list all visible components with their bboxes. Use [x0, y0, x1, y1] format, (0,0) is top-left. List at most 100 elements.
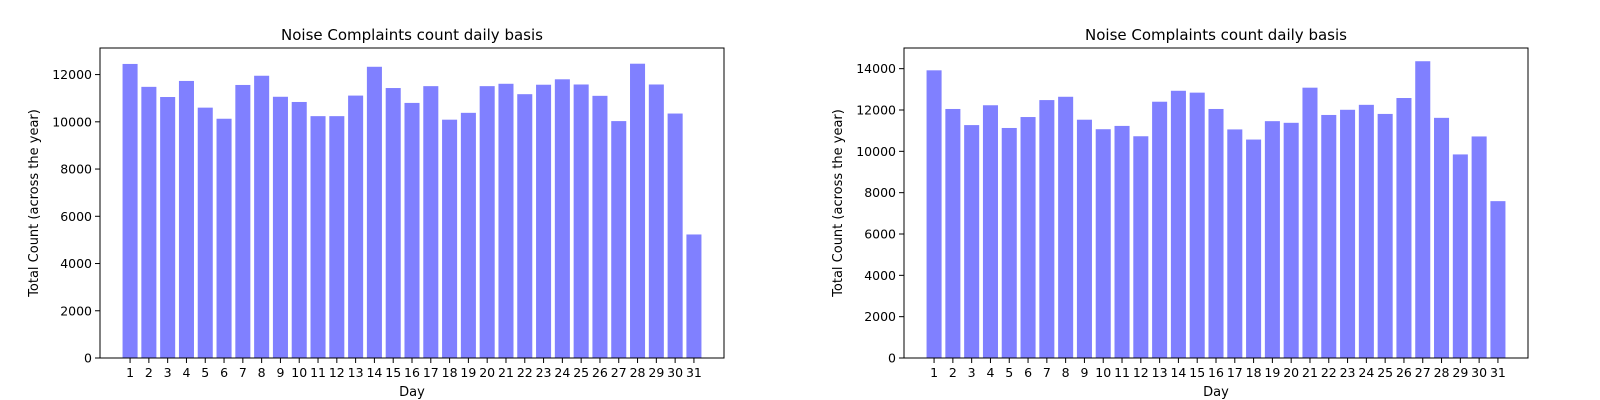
y-tick-label: 2000: [60, 303, 92, 318]
bar: [926, 70, 942, 358]
y-tick-label: 2000: [864, 309, 896, 324]
x-tick-label: 16: [1208, 365, 1224, 380]
bar: [1152, 101, 1168, 358]
y-tick-label: 6000: [864, 227, 896, 242]
bar: [982, 105, 998, 358]
x-axis-label: Day: [1203, 385, 1229, 400]
x-tick-label: 15: [1189, 365, 1205, 380]
bar: [1321, 114, 1337, 359]
bar: [1452, 154, 1468, 358]
x-tick-label: 14: [1170, 365, 1186, 380]
x-tick-label: 4: [986, 365, 994, 380]
bar: [573, 84, 589, 359]
x-tick-label: 24: [554, 365, 570, 380]
x-tick-label: 22: [517, 365, 533, 380]
x-tick-label: 4: [182, 365, 190, 380]
y-tick-label: 4000: [864, 268, 896, 283]
bar: [348, 95, 364, 358]
x-tick-label: 5: [201, 365, 209, 380]
x-axis-label: Day: [399, 385, 425, 400]
bar: [385, 88, 401, 358]
bar: [442, 119, 458, 359]
x-tick-label: 16: [404, 365, 420, 380]
x-tick-label: 6: [220, 365, 228, 380]
x-tick-label: 13: [348, 365, 364, 380]
x-axis: 1 2 3 4 5 6 7 8 9 10 11 12 13 14 15 16 17 18 19 20 21 22 23 24 2…: [930, 358, 1506, 380]
y-axis: 0 2000 4000 6000 8000 10000 12000 14000: [856, 61, 904, 366]
x-tick-label: 29: [648, 365, 664, 380]
y-tick-label: 12000: [52, 67, 92, 82]
x-tick-label: 21: [1302, 365, 1318, 380]
x-tick-label: 8: [1062, 365, 1070, 380]
y-axis-label: Total Count (across the year): [831, 109, 846, 298]
bar: [366, 66, 382, 358]
bar: [479, 86, 495, 358]
bar: [254, 75, 270, 358]
bar: [1170, 90, 1186, 358]
x-tick-label: 28: [1434, 365, 1450, 380]
bar: [1246, 139, 1262, 358]
x-tick-label: 14: [366, 365, 382, 380]
x-tick-label: 19: [1264, 365, 1280, 380]
chart-title: Noise Complaints count daily basis: [1085, 26, 1347, 44]
x-tick-label: 25: [573, 365, 589, 380]
bar: [1039, 100, 1055, 358]
bar: [1415, 61, 1431, 358]
chart-panel-left: Noise Complaints count daily basis Day T…: [27, 26, 725, 400]
bar: [1283, 122, 1299, 358]
x-tick-label: 23: [1340, 365, 1356, 380]
bar: [1396, 98, 1412, 358]
x-tick-label: 17: [423, 365, 439, 380]
x-tick-label: 7: [1043, 365, 1051, 380]
x-tick-label: 23: [536, 365, 552, 380]
x-tick-label: 31: [1490, 365, 1506, 380]
bar: [178, 80, 194, 358]
bar: [216, 118, 232, 359]
y-tick-label: 10000: [52, 114, 92, 129]
y-axis-label: Total Count (across the year): [27, 109, 42, 298]
bar: [611, 121, 627, 358]
x-tick-label: 13: [1152, 365, 1168, 380]
bar: [1471, 136, 1487, 358]
x-tick-label: 27: [611, 365, 627, 380]
bar: [1095, 129, 1111, 358]
bar: [272, 96, 288, 359]
x-tick-label: 18: [442, 365, 458, 380]
x-tick-label: 7: [239, 365, 247, 380]
chart-title: Noise Complaints count daily basis: [281, 26, 543, 44]
bars: [122, 63, 702, 359]
bar: [1227, 129, 1243, 358]
bar: [291, 101, 307, 358]
y-tick-label: 4000: [60, 256, 92, 271]
bar: [1490, 201, 1506, 358]
bar: [1189, 92, 1205, 358]
x-tick-label: 18: [1246, 365, 1262, 380]
bar: [592, 95, 608, 358]
bar: [1340, 109, 1356, 358]
y-tick-label: 0: [84, 351, 92, 366]
x-tick-label: 27: [1415, 365, 1431, 380]
bar: [945, 108, 961, 358]
bar: [1114, 125, 1130, 358]
bar: [1377, 113, 1393, 359]
x-tick-label: 6: [1024, 365, 1032, 380]
bar: [310, 116, 326, 358]
bar: [964, 125, 980, 358]
x-tick-label: 15: [385, 365, 401, 380]
y-axis: 0 2000 4000 6000 8000 10000 12000: [52, 67, 100, 366]
bar: [648, 84, 664, 359]
y-tick-label: 8000: [60, 162, 92, 177]
bar: [1058, 96, 1074, 359]
x-tick-label: 19: [460, 365, 476, 380]
x-tick-label: 5: [1005, 365, 1013, 380]
bar: [235, 84, 251, 359]
chart-panel-right: Noise Complaints count daily basis Day T…: [831, 26, 1529, 400]
bar: [686, 234, 702, 358]
bar: [329, 116, 345, 358]
bar: [1133, 136, 1149, 358]
bar: [160, 97, 176, 358]
x-tick-label: 11: [310, 365, 326, 380]
bar: [1302, 87, 1318, 359]
bar: [1076, 119, 1092, 359]
